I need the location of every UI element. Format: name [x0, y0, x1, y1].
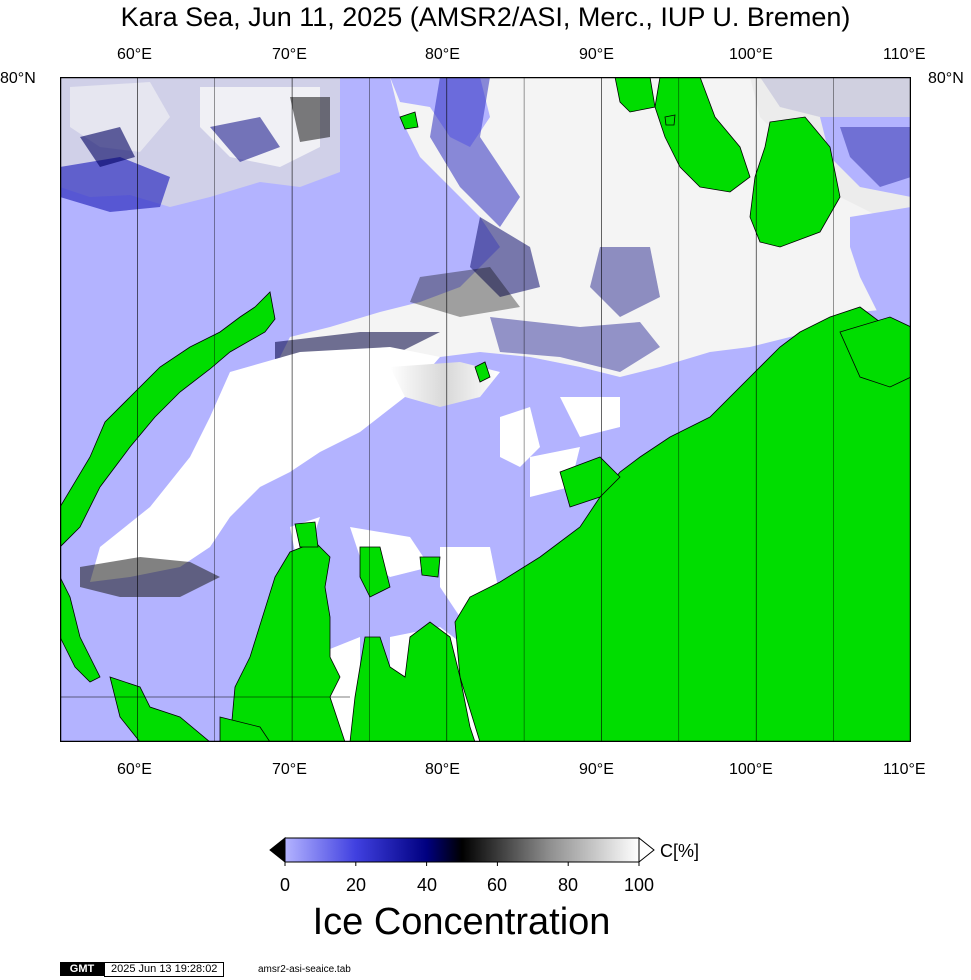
colorbar-high-triangle — [638, 836, 655, 864]
colorbar-tick-40: 40 — [416, 875, 438, 895]
top-tick-90e: 90°E — [579, 46, 614, 63]
colorbar-low-triangle — [269, 836, 286, 864]
top-tick-110e: 110°E — [883, 46, 926, 63]
colorbar-tick-0: 0 — [279, 875, 291, 895]
gmt-logo: GMT — [60, 962, 104, 976]
left-lat-label: 80°N — [0, 70, 36, 87]
bottom-tick-90e: 90°E — [579, 761, 614, 778]
timestamp: 2025 Jun 13 19:28:02 — [104, 962, 225, 977]
right-lat-label: 80°N — [928, 70, 964, 87]
colorbar-tick-20: 20 — [345, 875, 367, 895]
top-tick-60e: 60°E — [117, 46, 152, 63]
bottom-tick-80e: 80°E — [425, 761, 460, 778]
colorbar-unit: C[%] — [660, 841, 700, 861]
bottom-tick-70e: 70°E — [272, 761, 307, 778]
bottom-tick-60e: 60°E — [117, 761, 152, 778]
colorbar — [269, 836, 655, 866]
source-file: amsr2-asi-seaice.tab — [258, 964, 351, 975]
map-title: Kara Sea, Jun 11, 2025 (AMSR2/ASI, Merc.… — [120, 2, 851, 32]
sea-ice — [60, 77, 911, 742]
top-tick-100e: 100°E — [729, 46, 773, 63]
map-frame — [60, 77, 911, 742]
colorbar-tick-100: 100 — [623, 875, 655, 895]
colorbar-ticks — [284, 862, 640, 866]
colorbar-gradient — [284, 837, 640, 863]
top-tick-80e: 80°E — [425, 46, 460, 63]
sea-ice-map — [60, 77, 911, 742]
top-tick-70e: 70°E — [272, 46, 307, 63]
graticule — [60, 77, 834, 742]
colorbar-title: Ice Concentration — [312, 901, 611, 943]
colorbar-tick-60: 60 — [486, 875, 508, 895]
bottom-tick-100e: 100°E — [729, 761, 773, 778]
colorbar-tick-80: 80 — [557, 875, 579, 895]
bottom-tick-110e: 110°E — [883, 761, 926, 778]
